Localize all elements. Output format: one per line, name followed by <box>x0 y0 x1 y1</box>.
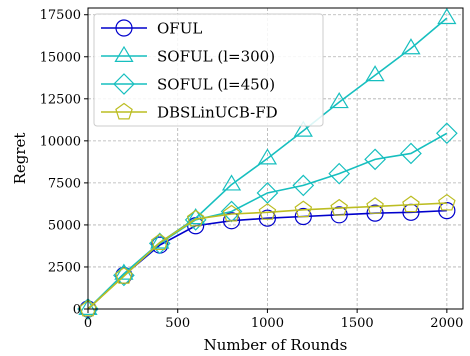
data-point <box>438 202 456 220</box>
y-tick-label: 17500 <box>40 8 81 23</box>
series-line <box>87 209 447 310</box>
legend-label: SOFUL (l=300) <box>157 48 275 66</box>
data-point <box>329 91 349 109</box>
data-point <box>294 207 312 226</box>
data-point <box>438 193 456 211</box>
data-point <box>365 65 385 82</box>
plot-frame <box>87 7 464 310</box>
data-point <box>186 208 206 225</box>
data-point <box>293 120 313 137</box>
series-3 <box>79 193 456 317</box>
data-point <box>115 266 133 284</box>
legend-marker <box>114 45 134 63</box>
y-tick-label: 5000 <box>48 218 81 233</box>
data-point <box>292 174 315 197</box>
y-tick-label: 15000 <box>40 50 81 65</box>
legend-label: OFUL <box>157 20 202 38</box>
data-point <box>364 148 386 171</box>
data-point <box>400 142 422 165</box>
y-axis-title: Regret <box>11 133 29 185</box>
legend-box <box>93 13 324 127</box>
x-tick-label: 1500 <box>341 316 374 331</box>
data-point <box>78 298 98 315</box>
data-point <box>330 206 348 224</box>
y-tick-label: 7500 <box>48 176 81 191</box>
data-point <box>258 209 277 227</box>
x-tick-label: 0 <box>84 316 92 331</box>
x-axis-title: Number of Rounds <box>204 336 348 354</box>
series-layer <box>77 7 458 320</box>
data-point <box>330 198 348 216</box>
legend-label: SOFUL (l=450) <box>157 76 275 94</box>
data-point <box>366 204 384 222</box>
y-tick-label: 12500 <box>40 92 81 107</box>
x-tick-label: 1000 <box>251 316 284 331</box>
data-point <box>256 182 279 204</box>
data-point <box>221 174 242 191</box>
data-point <box>258 203 277 220</box>
data-point <box>148 232 171 255</box>
x-tick-label: 500 <box>165 316 190 331</box>
data-point <box>79 299 97 317</box>
legend-label: DBSLinUCB-FD <box>157 104 278 122</box>
data-point <box>401 38 421 55</box>
data-point <box>186 209 205 227</box>
legend: OFUL SOFUL (l=300) SOFUL (l=450) DBSLinUCB-… <box>93 13 324 127</box>
data-point <box>184 209 207 231</box>
data-point <box>150 233 169 251</box>
data-point <box>222 204 241 222</box>
x-tick-label: 2000 <box>430 316 463 331</box>
data-point <box>436 122 458 145</box>
y-tick-label: 10000 <box>40 134 81 149</box>
axis-ticks: 0 500 1000 1500 2000 0 2500 5000 7500 10000 12500 1… <box>40 8 464 331</box>
series-line <box>87 202 447 310</box>
data-point <box>294 200 313 218</box>
data-point <box>328 162 351 185</box>
legend-marker <box>115 102 133 120</box>
data-point <box>366 197 384 214</box>
data-point <box>402 195 420 213</box>
data-point <box>222 212 241 230</box>
y-tick-label: 0 <box>73 303 81 318</box>
legend-marker <box>113 73 135 95</box>
legend-marker <box>115 19 133 37</box>
data-point <box>437 7 457 25</box>
y-tick-label: 2500 <box>48 260 81 275</box>
data-point <box>257 148 278 165</box>
